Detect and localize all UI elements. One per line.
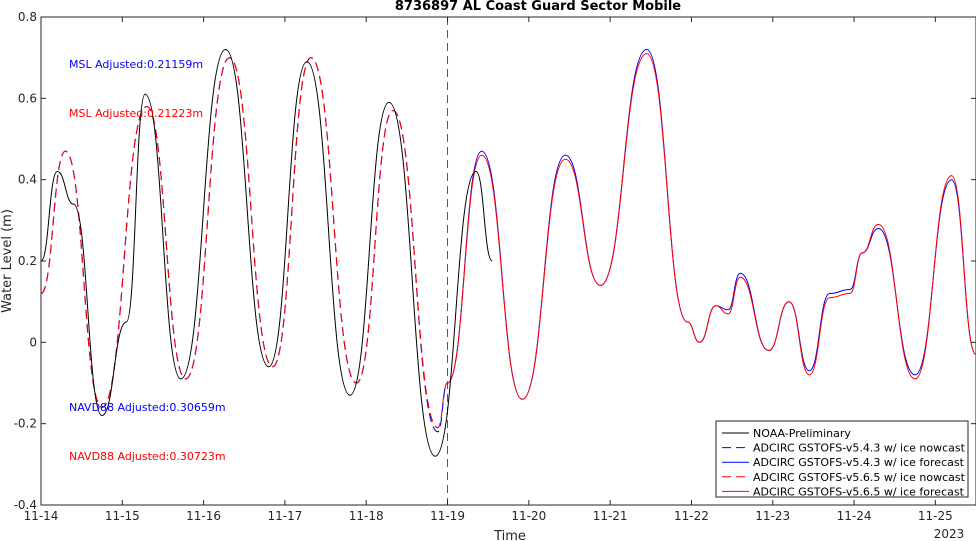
legend-label-4: ADCIRC GSTOFS-v5.6.5 w/ ice forecast <box>753 485 965 498</box>
series-layer <box>40 48 976 457</box>
annotation-layer: MSL Adjusted:0.21159m MSL Adjusted:0.2122… <box>69 58 226 463</box>
x-axis-label: Time <box>493 529 526 541</box>
legend: NOAA-Preliminary ADCIRC GSTOFS-v5.4.3 w/ … <box>715 420 969 498</box>
x-tick-label: 11-23 <box>755 509 790 523</box>
x-tick-label: 11-17 <box>267 509 302 523</box>
annotation-3: NAVD88 Adjusted:0.30723m <box>69 450 226 463</box>
x-tick-label: 11-16 <box>186 509 221 523</box>
annotation-1: MSL Adjusted:0.21223m <box>69 107 203 120</box>
ticks-layer: 11-14 11-15 11-16 11-17 11-18 11-19 11-20 11-21… <box>14 10 976 523</box>
x-tick-label: 11-25 <box>918 509 953 523</box>
y-tick-label: 0.8 <box>18 10 37 24</box>
y-tick-label: 0.6 <box>18 91 37 105</box>
legend-label-3: ADCIRC GSTOFS-v5.6.5 w/ ice nowcast <box>753 471 966 484</box>
legend-box <box>715 420 969 498</box>
series-line-4 <box>447 53 976 400</box>
plot-area: 11-14 11-15 11-16 11-17 11-18 11-19 11-20 11-21… <box>14 10 976 523</box>
x-tick-label: 11-24 <box>837 509 872 523</box>
x-tick-label: 11-21 <box>593 509 628 523</box>
x-tick-label: 11-19 <box>430 509 465 523</box>
legend-label-2: ADCIRC GSTOFS-v5.4.3 w/ ice forecast <box>753 456 965 469</box>
chart-title: 8736897 AL Coast Guard Sector Mobile <box>395 0 681 14</box>
y-axis-label: Water Level (m) <box>0 209 15 313</box>
x-year-label: 2023 <box>934 527 965 541</box>
y-tick-label: -0.2 <box>14 417 37 431</box>
y-tick-label: -0.4 <box>14 498 37 512</box>
legend-label-0: NOAA-Preliminary <box>753 427 851 440</box>
y-tick-label: 0.4 <box>18 173 37 187</box>
x-tick-label: 11-18 <box>349 509 384 523</box>
series-line-0 <box>40 48 493 457</box>
legend-label-1: ADCIRC GSTOFS-v5.4.3 w/ ice nowcast <box>753 442 966 455</box>
x-tick-label: 11-15 <box>105 509 140 523</box>
x-tick-label: 11-20 <box>511 509 546 523</box>
x-tick-label: 11-22 <box>674 509 709 523</box>
x-tick-label: 11-14 <box>24 509 59 523</box>
y-tick-label: 0 <box>29 335 37 349</box>
series-line-3 <box>40 57 449 429</box>
annotation-0: MSL Adjusted:0.21159m <box>69 58 203 71</box>
annotation-2: NAVD88 Adjusted:0.30659m <box>69 401 226 414</box>
y-tick-label: 0.2 <box>18 254 37 268</box>
